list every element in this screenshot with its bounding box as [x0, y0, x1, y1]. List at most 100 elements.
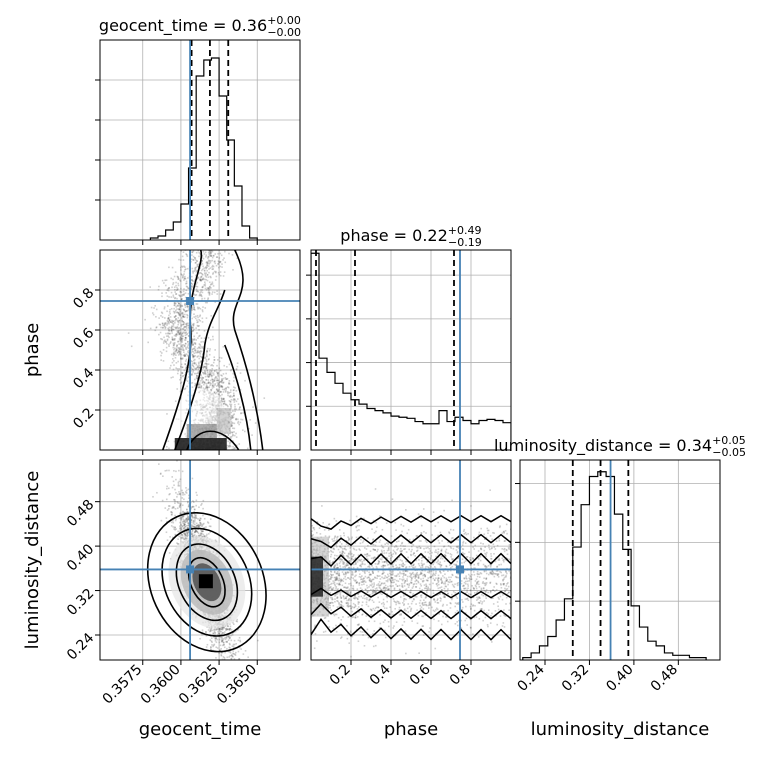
- sample-point: [196, 377, 198, 380]
- sample-point: [209, 630, 212, 632]
- sample-point: [206, 386, 208, 388]
- sample-point: [204, 356, 206, 358]
- sample-point: [187, 340, 189, 343]
- sample-point: [217, 630, 219, 633]
- sample-point: [184, 304, 186, 307]
- sample-point: [206, 373, 209, 376]
- axes-frame: [99, 249, 301, 451]
- sample-point: [181, 537, 183, 539]
- sample-point: [186, 511, 189, 513]
- sample-point: [201, 524, 204, 527]
- sample-point: [222, 397, 225, 400]
- sample-point: [176, 311, 178, 314]
- sample-point: [195, 260, 198, 262]
- sample-point: [185, 518, 188, 520]
- hist-panel-luminosity_distance: luminosity_distance = 0.34+0.05 −0.05: [494, 434, 746, 665]
- sample-point: [195, 377, 198, 379]
- sample-point: [176, 493, 179, 496]
- sample-point: [209, 339, 212, 341]
- sample-point: [196, 494, 198, 496]
- sample-point: [165, 350, 168, 353]
- sample-point: [213, 261, 216, 263]
- sample-point: [193, 316, 196, 318]
- sample-point: [180, 298, 183, 300]
- sample-point: [196, 324, 199, 327]
- sample-point: [191, 251, 194, 254]
- sample-point: [211, 641, 213, 644]
- sample-point: [202, 533, 205, 536]
- sample-point: [198, 387, 200, 389]
- sample-point: [202, 381, 204, 383]
- sample-point: [191, 306, 193, 309]
- sample-point: [178, 333, 181, 335]
- sample-point: [184, 342, 187, 345]
- sample-point: [217, 263, 220, 265]
- sample-point: [201, 260, 203, 262]
- sample-point: [178, 348, 181, 351]
- sample-point: [208, 375, 211, 377]
- sample-point: [191, 477, 194, 480]
- sample-point: [187, 347, 190, 349]
- sample-point: [227, 391, 229, 393]
- sample-point: [191, 353, 194, 356]
- sample-point: [180, 353, 182, 356]
- sample-point: [170, 326, 173, 329]
- sample-point: [200, 295, 203, 298]
- sample-point: [177, 288, 179, 290]
- sample-point: [231, 634, 234, 636]
- sample-point: [183, 498, 185, 501]
- sample-point: [191, 338, 193, 340]
- sample-point: [191, 364, 193, 367]
- sample-point: [187, 534, 189, 537]
- sample-point: [177, 312, 180, 315]
- sample-point: [223, 271, 226, 273]
- hist-bar: [573, 547, 581, 660]
- sample-point: [178, 493, 181, 495]
- sample-point: [205, 267, 208, 270]
- sample-point: [236, 629, 239, 631]
- sample-point: [183, 294, 185, 296]
- sample-point: [224, 250, 226, 253]
- sample-point: [191, 341, 194, 344]
- sample-point: [201, 347, 203, 349]
- sample-point: [177, 347, 180, 349]
- sample-point: [227, 670, 229, 672]
- sample-point: [177, 312, 180, 314]
- sample-point: [187, 305, 189, 308]
- sample-point: [169, 321, 172, 323]
- sample-point: [166, 539, 169, 542]
- sample-point: [216, 359, 219, 361]
- sample-point: [224, 261, 227, 264]
- sample-point: [191, 348, 193, 351]
- sample-point: [158, 317, 160, 319]
- sample-point: [178, 502, 181, 504]
- sample-point: [181, 337, 184, 340]
- sample-point: [178, 294, 181, 297]
- sample-point: [230, 658, 233, 660]
- sample-point: [207, 261, 210, 263]
- sample-point: [187, 500, 189, 503]
- sample-point: [206, 264, 209, 266]
- sample-point: [186, 535, 189, 538]
- sample-point: [184, 337, 187, 339]
- sample-point: [186, 532, 189, 534]
- sample-point: [204, 251, 207, 254]
- sample-point: [242, 412, 245, 414]
- sample-point: [219, 644, 222, 647]
- sample-point: [174, 526, 176, 529]
- sample-point: [163, 306, 166, 308]
- sample-point: [180, 512, 183, 515]
- sample-point: [173, 342, 176, 344]
- sample-point: [179, 305, 182, 308]
- sample-point: [235, 418, 237, 421]
- sample-point: [168, 314, 170, 317]
- sample-point: [211, 283, 214, 285]
- sample-point: [183, 265, 185, 268]
- sample-point: [180, 340, 183, 342]
- sample-point: [191, 368, 193, 371]
- sample-point: [210, 637, 213, 640]
- sample-point: [166, 413, 168, 415]
- sample-point: [183, 329, 186, 332]
- sample-point: [202, 514, 204, 517]
- sample-point: [193, 531, 196, 534]
